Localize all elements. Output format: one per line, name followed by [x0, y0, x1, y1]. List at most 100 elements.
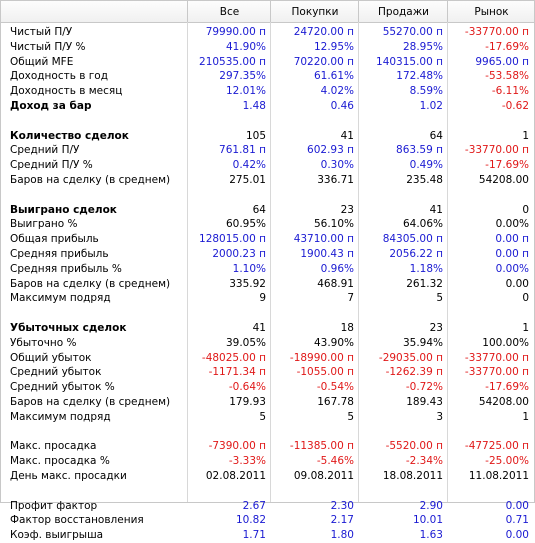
row-label: Фактор восстановления [10, 514, 144, 527]
cell-buys: 24720.00 п [293, 26, 354, 38]
cell-all: 1.71 [242, 529, 266, 542]
cell-buys: 468.91 [317, 277, 354, 290]
cell-market: -17.69% [485, 40, 529, 53]
cell-all: 64 [252, 203, 266, 216]
cell-sells: 55270.00 п [382, 26, 443, 38]
cell-buys: 0.30% [320, 159, 354, 172]
cell-sells: -0.72% [405, 381, 443, 394]
cell-market: 11.08.2011 [468, 469, 529, 482]
cell-all: 335.92 [229, 277, 266, 290]
row-label: Убыточно % [10, 336, 77, 349]
cell-all: 2.67 [242, 499, 266, 512]
cell-sells: 140315.00 п [376, 55, 443, 68]
cell-market: 0.00% [495, 262, 529, 275]
cell-sells: 1.18% [409, 262, 443, 275]
cell-market: 0 [522, 203, 529, 216]
cell-sells: 8.59% [409, 85, 443, 98]
cell-market: 100.00% [482, 336, 529, 349]
cell-buys: 1.80 [330, 529, 354, 542]
header-sells[interactable]: Продажи [358, 1, 448, 22]
table-row: Средний убыток -1171.34 п -1055.00 п -1262.… [1, 365, 534, 380]
cell-all: -7390.00 п [208, 440, 266, 453]
cell-all: 02.08.2011 [205, 469, 266, 482]
row-label: Доход за бар [10, 99, 92, 112]
cell-sells: 3 [436, 410, 443, 423]
cell-sells: 261.32 [406, 277, 443, 290]
cell-sells: 2056.22 п [389, 247, 443, 260]
table-row: Чистый П/У % 41.90% 12.95% 28.95% -17.69% [1, 40, 534, 55]
cell-buys: 09.08.2011 [293, 469, 354, 482]
cell-all: -0.64% [228, 381, 266, 394]
cell-sells: 5 [436, 292, 443, 305]
cell-market: -6.11% [491, 85, 529, 98]
table-row: Убыточных сделок 41 18 23 1 [1, 321, 534, 336]
row-label: Баров на сделку (в среднем) [10, 173, 171, 186]
spacer-row [1, 306, 534, 321]
cell-all: 179.93 [229, 395, 266, 408]
column-divider [270, 22, 271, 502]
cell-buys: 43710.00 п [293, 233, 354, 246]
cell-buys: 167.78 [317, 395, 354, 408]
cell-market: -25.00% [485, 455, 529, 468]
row-label: Средний П/У % [10, 159, 93, 172]
row-label: Общая прибыль [10, 233, 99, 246]
row-label: Доходность в месяц [10, 85, 123, 98]
cell-sells: -1262.39 п [385, 366, 443, 379]
cell-market: -33770.00 п [464, 26, 529, 38]
cell-market: -33770.00 п [464, 144, 529, 157]
cell-market: -33770.00 п [464, 366, 529, 379]
row-label: Коэф. выигрыша [10, 529, 104, 542]
cell-buys: 41 [340, 129, 354, 142]
cell-sells: 35.94% [402, 336, 443, 349]
cell-sells: 23 [429, 321, 443, 334]
table-row: Доходность в месяц 12.01% 4.02% 8.59% -6.11% [1, 84, 534, 99]
cell-sells: 189.43 [406, 395, 443, 408]
cell-buys: 7 [347, 292, 354, 305]
cell-buys: -0.54% [316, 381, 354, 394]
table-row: Убыточно % 39.05% 43.90% 35.94% 100.00% [1, 336, 534, 351]
spacer-row [1, 188, 534, 203]
cell-buys: -11385.00 п [289, 440, 354, 453]
cell-all: 210535.00 п [199, 55, 266, 68]
spacer-row [1, 114, 534, 129]
cell-market: 0.00 [505, 529, 529, 542]
cell-buys: 43.90% [313, 336, 354, 349]
cell-buys: -5.46% [316, 455, 354, 468]
row-label: Средний убыток % [10, 381, 115, 394]
row-label: Чистый П/У % [10, 40, 86, 53]
row-label: Максимум подряд [10, 410, 111, 423]
cell-market: -17.69% [485, 381, 529, 394]
cell-all: -48025.00 п [201, 351, 266, 364]
row-label: Профит фактор [10, 499, 98, 512]
cell-sells: -29035.00 п [378, 351, 443, 364]
row-label: Средний убыток [10, 366, 102, 379]
row-label: Средняя прибыль % [10, 262, 122, 275]
header-buys[interactable]: Покупки [270, 1, 359, 22]
cell-all: 105 [245, 129, 266, 142]
cell-sells: -2.34% [405, 455, 443, 468]
cell-all: 12.01% [225, 85, 266, 98]
cell-all: 761.81 п [219, 144, 266, 157]
table-row: Выиграно % 60.95% 56.10% 64.06% 0.00% [1, 217, 534, 232]
cell-all: 39.05% [225, 336, 266, 349]
cell-all: 297.35% [219, 70, 266, 83]
cell-sells: 84305.00 п [382, 233, 443, 246]
cell-all: 5 [259, 410, 266, 423]
stats-table-body: Чистый П/У 79990.00 п 24720.00 п 55270.00 п… [1, 25, 534, 543]
row-label: Баров на сделку (в среднем) [10, 277, 171, 290]
header-all[interactable]: Все [187, 1, 271, 22]
table-row: Средняя прибыль % 1.10% 0.96% 1.18% 0.00% [1, 262, 534, 277]
cell-buys: 4.02% [320, 85, 354, 98]
cell-market: -0.62 [501, 99, 529, 112]
table-row: Средний убыток % -0.64% -0.54% -0.72% -17.69… [1, 380, 534, 395]
row-label: Количество сделок [10, 129, 129, 142]
cell-buys: 18 [340, 321, 354, 334]
cell-market: 54208.00 [478, 173, 529, 186]
cell-buys: 70220.00 п [293, 55, 354, 68]
cell-all: 0.42% [232, 159, 266, 172]
header-market[interactable]: Рынок [447, 1, 535, 22]
cell-all: 2000.23 п [212, 247, 266, 260]
cell-market: 9965.00 п [475, 55, 529, 68]
table-row: Общая прибыль 128015.00 п 43710.00 п 84305.… [1, 232, 534, 247]
cell-market: 1 [522, 321, 529, 334]
